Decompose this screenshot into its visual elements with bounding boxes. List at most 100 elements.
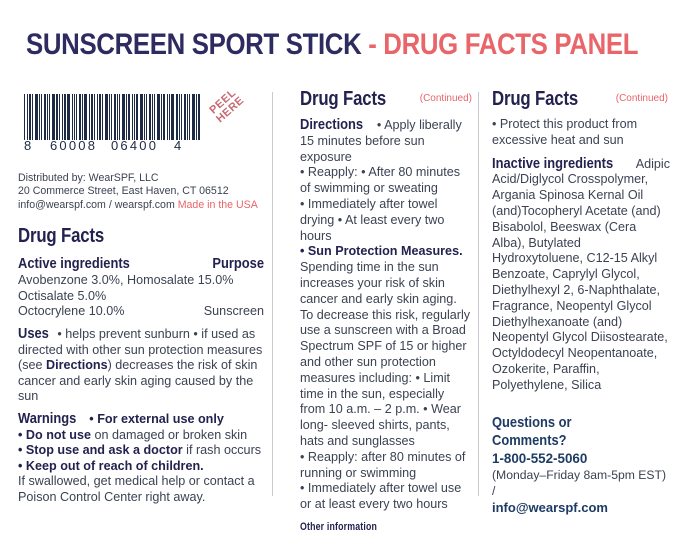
active-ingredients-label: Active ingredients (18, 255, 130, 273)
active-ingredient-name: Avobenzone 3.0%, Homosalate 15.0% (18, 273, 234, 288)
barcode-bar (44, 94, 46, 140)
warning-item: • Stop use and ask a doctor if rash occu… (18, 443, 264, 459)
page-title-sub: DRUG FACTS PANEL (383, 28, 639, 61)
barcode-bar (97, 94, 98, 140)
right-drug-facts-heading: Drug Facts (492, 88, 579, 110)
barcode-image (24, 94, 200, 140)
barcode-bar (49, 94, 50, 140)
spm-heading: • Sun Protection Measures. (300, 244, 463, 259)
purpose-label: Purpose (212, 255, 264, 273)
made-in-usa-label: Made in the USA (177, 198, 258, 211)
reapply-line: • Reapply: after 80 minutes of running o… (300, 449, 466, 480)
active-ingredient-name: Octisalate 5.0% (18, 288, 107, 303)
uses-text-2: ) decreases the risk of skin cancer and … (18, 358, 258, 404)
directions-line: • Reapply: • After 80 minutes of swimmin… (300, 165, 461, 196)
warnings-section: Warnings • For external use only • Do no… (18, 410, 264, 506)
warning-item-bold: • Stop use and ask a doctor (18, 443, 183, 458)
active-ingredient-purpose: Sunscreen (203, 304, 264, 319)
barcode-bar (132, 94, 133, 140)
barcode-bar (144, 94, 145, 140)
barcode-bar (84, 94, 87, 140)
barcode-bar (126, 94, 127, 140)
uses-directions-inline: Directions (46, 358, 108, 373)
inactive-ingredients-label: Inactive ingredients (492, 154, 614, 172)
barcode-bar (189, 94, 190, 140)
barcode-bar (89, 94, 90, 140)
uses-text-1: • helps prevent sunburn • if used as dir… (18, 327, 263, 373)
questions-phone[interactable]: 1-800-552-5060 (492, 450, 588, 466)
active-ingredient-row: Octisalate 5.0% (18, 289, 264, 305)
reapply-line: • Immediately after towel use or at leas… (300, 481, 462, 512)
spm-text: Spending time in the sun increases your … (300, 260, 471, 448)
barcode-bar (76, 94, 77, 140)
warning-items-list: • Do not use on damaged or broken skin • … (18, 428, 264, 475)
barcode-bar (179, 94, 180, 140)
questions-heading: Questions or Comments? (492, 413, 572, 449)
page-title-main: SUNSCREEN SPORT STICK (26, 28, 362, 61)
middle-continued-label: (Continued) (419, 93, 472, 104)
directions-label: Directions (300, 116, 364, 133)
barcode-bar (64, 94, 66, 140)
barcode-bar (114, 94, 116, 140)
barcode-bar (184, 94, 186, 140)
protect-product-bullet: • Protect this product from excessive he… (492, 117, 638, 147)
barcode-bar (29, 94, 31, 140)
middle-column: Drug Facts (Continued) Directions • Appl… (300, 88, 472, 535)
barcode-bar (27, 94, 28, 140)
barcode-bar (157, 94, 160, 140)
warning-item-rest: if rash occurs (182, 443, 262, 458)
barcode-bar (91, 94, 93, 140)
column-divider-1 (272, 92, 273, 496)
distributor-address: 20 Commerce Street, East Haven, CT 06512 (18, 185, 229, 198)
barcode-digit-right: 4 (174, 138, 182, 153)
questions-email[interactable]: info@wearspf.com (492, 499, 608, 515)
questions-heading-row: Questions or Comments? (492, 414, 670, 450)
barcode-digits-group1: 60008 (50, 138, 98, 153)
barcode-bar (59, 94, 60, 140)
questions-hours: (Monday–Friday 8am-5pm EST) / (492, 467, 667, 498)
left-drug-facts-heading: Drug Facts (18, 225, 105, 248)
barcode-bar (136, 94, 138, 140)
barcode-bar (79, 94, 81, 140)
uses-section: Uses • helps prevent sunburn • if used a… (18, 325, 264, 405)
barcode-bar (169, 94, 170, 140)
barcode-bar (128, 94, 130, 140)
warning-item-rest: on damaged or broken skin (90, 427, 248, 442)
warning-item-bold: • Do not use (18, 427, 91, 442)
middle-drug-facts-heading-row: Drug Facts (Continued) (300, 88, 472, 112)
barcode-bar (72, 94, 73, 140)
barcode-bar (187, 94, 188, 140)
barcode-bar (109, 94, 110, 140)
barcode-bar (62, 94, 63, 140)
barcode-bar (181, 94, 182, 140)
page-title: SUNSCREEN SPORT STICK - DRUG FACTS PANEL (26, 26, 639, 64)
barcode-bar (67, 94, 70, 140)
barcode-bar (149, 94, 151, 140)
active-ingredients-header-row: Active ingredients Purpose (18, 255, 264, 273)
warning-item: • Do not use on damaged or broken skin (18, 428, 264, 444)
barcode-bar (56, 94, 58, 140)
barcode-bar (167, 94, 168, 140)
other-information-row: Other information (300, 517, 472, 535)
directions-lines: • Reapply: • After 80 minutes of swimmin… (300, 165, 472, 244)
active-ingredient-name: Octocrylene 10.0% (18, 304, 125, 319)
barcode-bar (35, 94, 38, 140)
barcode-bar (74, 94, 75, 140)
barcode-bar (39, 94, 40, 140)
barcode-bar (119, 94, 120, 140)
barcode-bar (47, 94, 48, 140)
purpose-header: Purpose (204, 255, 264, 273)
barcode-bar (134, 94, 135, 140)
barcode-bar (102, 94, 103, 140)
barcode-digit-left: 8 (24, 138, 32, 153)
barcode-bar (163, 94, 165, 140)
middle-drug-facts-heading: Drug Facts (300, 88, 387, 110)
barcode-bar (152, 94, 153, 140)
warnings-first-line: Warnings • For external use only (18, 410, 264, 428)
barcode-bar (117, 94, 118, 140)
other-information-label: Other information (300, 520, 378, 533)
barcode-bar (52, 94, 55, 140)
warnings-label: Warnings (18, 409, 77, 427)
warning-item: • Keep out of reach of children. (18, 459, 264, 475)
